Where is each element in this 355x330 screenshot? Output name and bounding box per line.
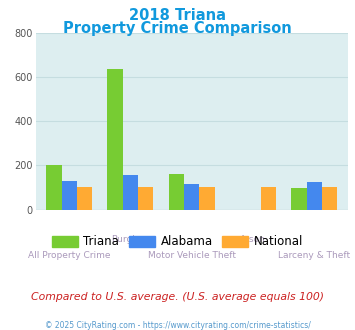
Text: All Property Crime: All Property Crime bbox=[28, 251, 110, 260]
Text: © 2025 CityRating.com - https://www.cityrating.com/crime-statistics/: © 2025 CityRating.com - https://www.city… bbox=[45, 321, 310, 330]
Bar bbox=[291, 188, 307, 210]
Text: Larceny & Theft: Larceny & Theft bbox=[278, 251, 350, 260]
Bar bbox=[77, 187, 92, 210]
Text: Burglary: Burglary bbox=[111, 235, 150, 244]
Bar bbox=[61, 181, 77, 210]
Bar bbox=[184, 183, 200, 210]
Text: Arson: Arson bbox=[240, 235, 266, 244]
Text: Property Crime Comparison: Property Crime Comparison bbox=[63, 21, 292, 36]
Legend: Triana, Alabama, National: Triana, Alabama, National bbox=[47, 231, 308, 253]
Bar bbox=[307, 182, 322, 210]
Bar bbox=[200, 187, 215, 210]
Bar bbox=[138, 187, 153, 210]
Bar bbox=[46, 165, 61, 210]
Bar bbox=[261, 187, 276, 210]
Bar bbox=[108, 69, 123, 210]
Text: Motor Vehicle Theft: Motor Vehicle Theft bbox=[148, 251, 236, 260]
Text: 2018 Triana: 2018 Triana bbox=[129, 8, 226, 23]
Bar bbox=[123, 175, 138, 210]
Bar bbox=[169, 174, 184, 210]
Bar bbox=[322, 187, 337, 210]
Text: Compared to U.S. average. (U.S. average equals 100): Compared to U.S. average. (U.S. average … bbox=[31, 292, 324, 302]
